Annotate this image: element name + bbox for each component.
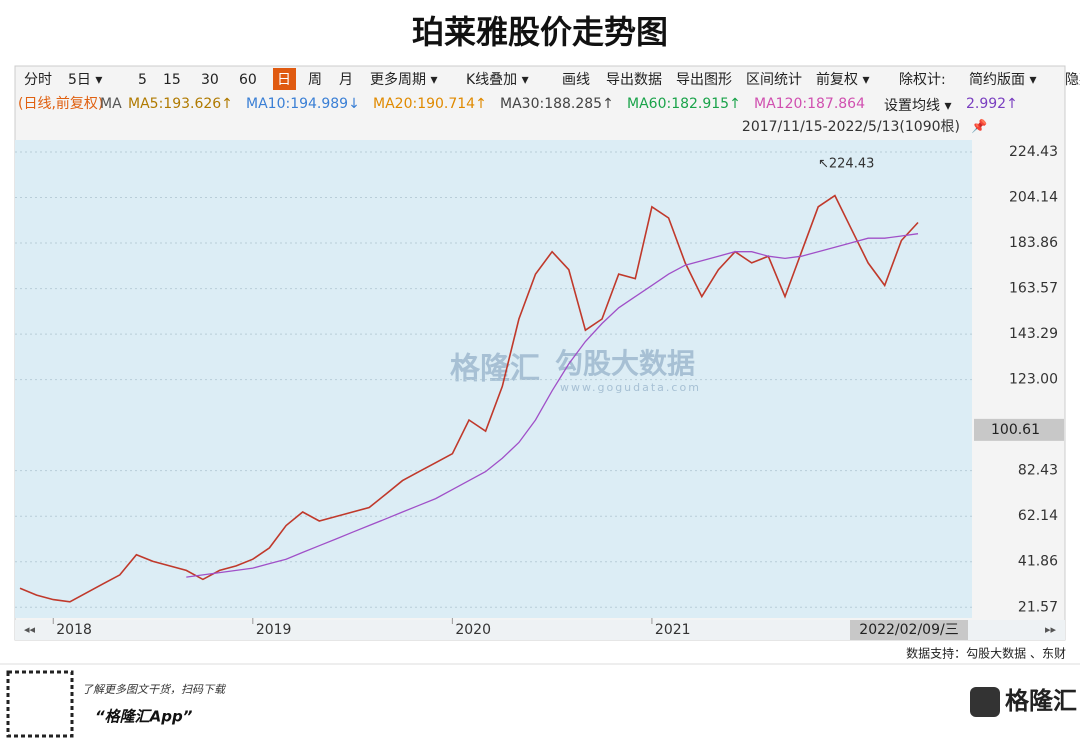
- footer-app: “格隆汇App”: [95, 708, 193, 726]
- cursor-value: 100.61: [991, 422, 1040, 438]
- legend-item: (日线,前复权): [18, 95, 103, 112]
- legend-item: MA10:194.989↓: [246, 96, 360, 112]
- watermark-brand: 格隆汇: [450, 352, 540, 387]
- y-tick-label: 62.14: [1018, 508, 1058, 524]
- toolbar-item[interactable]: 月: [339, 72, 353, 88]
- x-tick-label: 2021: [655, 622, 691, 638]
- toolbar-item[interactable]: 导出数据: [606, 72, 662, 88]
- toolbar-item[interactable]: 区间统计: [746, 72, 802, 88]
- legend-item: MA20:190.714↑: [373, 96, 487, 112]
- high-label: ↖224.43: [818, 156, 874, 171]
- toolbar-item[interactable]: 5日 ▾: [68, 72, 102, 88]
- toolbar-item[interactable]: K线叠加 ▾: [466, 72, 529, 88]
- toolbar-item[interactable]: 周: [308, 72, 322, 88]
- active-tab: [273, 68, 296, 90]
- legend-item: MA5:193.626↑: [128, 96, 233, 112]
- toolbar-item[interactable]: 60: [239, 72, 257, 88]
- footer-note: 了解更多图文干货，扫码下载: [82, 683, 227, 696]
- logo-icon: [970, 687, 1000, 717]
- cursor-date: 2022/02/09/三: [859, 622, 958, 638]
- toolbar-item[interactable]: 30: [201, 72, 219, 88]
- pin[interactable]: 📌: [958, 118, 987, 135]
- logo-text: 格隆汇: [1005, 687, 1077, 715]
- toolbar-item[interactable]: 简约版面 ▾: [969, 71, 1036, 88]
- toolbar-item[interactable]: 5: [138, 72, 147, 88]
- watermark-url: www.gogudata.com: [560, 381, 701, 394]
- legend-item: 2.992↑: [966, 96, 1018, 112]
- x-tick-label: 2020: [455, 622, 491, 638]
- toolbar-item[interactable]: 导出图形: [676, 72, 732, 88]
- series-line: [186, 233, 919, 578]
- y-tick-label: 82.43: [1018, 463, 1058, 479]
- watermark-name: 勾股大数据: [555, 347, 695, 380]
- plot-area: [15, 140, 972, 618]
- y-tick-label: 183.86: [1009, 235, 1058, 251]
- scroll-left[interactable]: ◂◂: [24, 623, 36, 636]
- toolbar-item[interactable]: 前复权 ▾: [816, 71, 869, 88]
- legend-item: MA120:187.864: [754, 96, 865, 112]
- x-tick-label: 2019: [256, 622, 292, 638]
- y-tick-label: 123.00: [1009, 372, 1058, 388]
- toolbar-item[interactable]: 15: [163, 72, 181, 88]
- y-tick-label: 41.86: [1018, 554, 1058, 570]
- y-tick-label: 143.29: [1009, 326, 1058, 342]
- y-tick-label: 224.43: [1009, 144, 1058, 160]
- y-tick-label: 163.57: [1009, 281, 1058, 297]
- legend-item: 设置均线 ▾: [884, 98, 951, 114]
- date-range: 2017/11/15-2022/5/13(1090根): [742, 119, 960, 135]
- scroll-right[interactable]: ▸▸: [1045, 623, 1057, 636]
- x-axis-bar: [15, 620, 1065, 640]
- x-tick-label: 2018: [56, 622, 92, 638]
- toolbar-item[interactable]: 除权计:: [899, 72, 946, 88]
- legend-item: MA: [100, 96, 122, 112]
- toolbar-item[interactable]: 日: [277, 72, 291, 88]
- y-tick-label: 21.57: [1018, 599, 1058, 615]
- cursor-date-box: [850, 620, 968, 640]
- legend-item: MA30:188.285↑: [500, 96, 614, 112]
- toolbar-item[interactable]: 分时: [24, 72, 52, 88]
- legend-item: MA60:182.915↑: [627, 96, 741, 112]
- cursor-value-box: [974, 418, 1064, 441]
- title: 珀莱雅股价走势图: [412, 13, 668, 51]
- qr-code: [6, 670, 74, 738]
- toolbar-item[interactable]: 更多周期 ▾: [370, 71, 437, 88]
- y-tick-label: 204.14: [1009, 190, 1058, 206]
- toolbar-item[interactable]: 画线: [562, 72, 590, 88]
- toolbar-item[interactable]: 隐藏: [1065, 72, 1080, 88]
- source: 数据支持：勾股大数据 、东财: [906, 646, 1066, 661]
